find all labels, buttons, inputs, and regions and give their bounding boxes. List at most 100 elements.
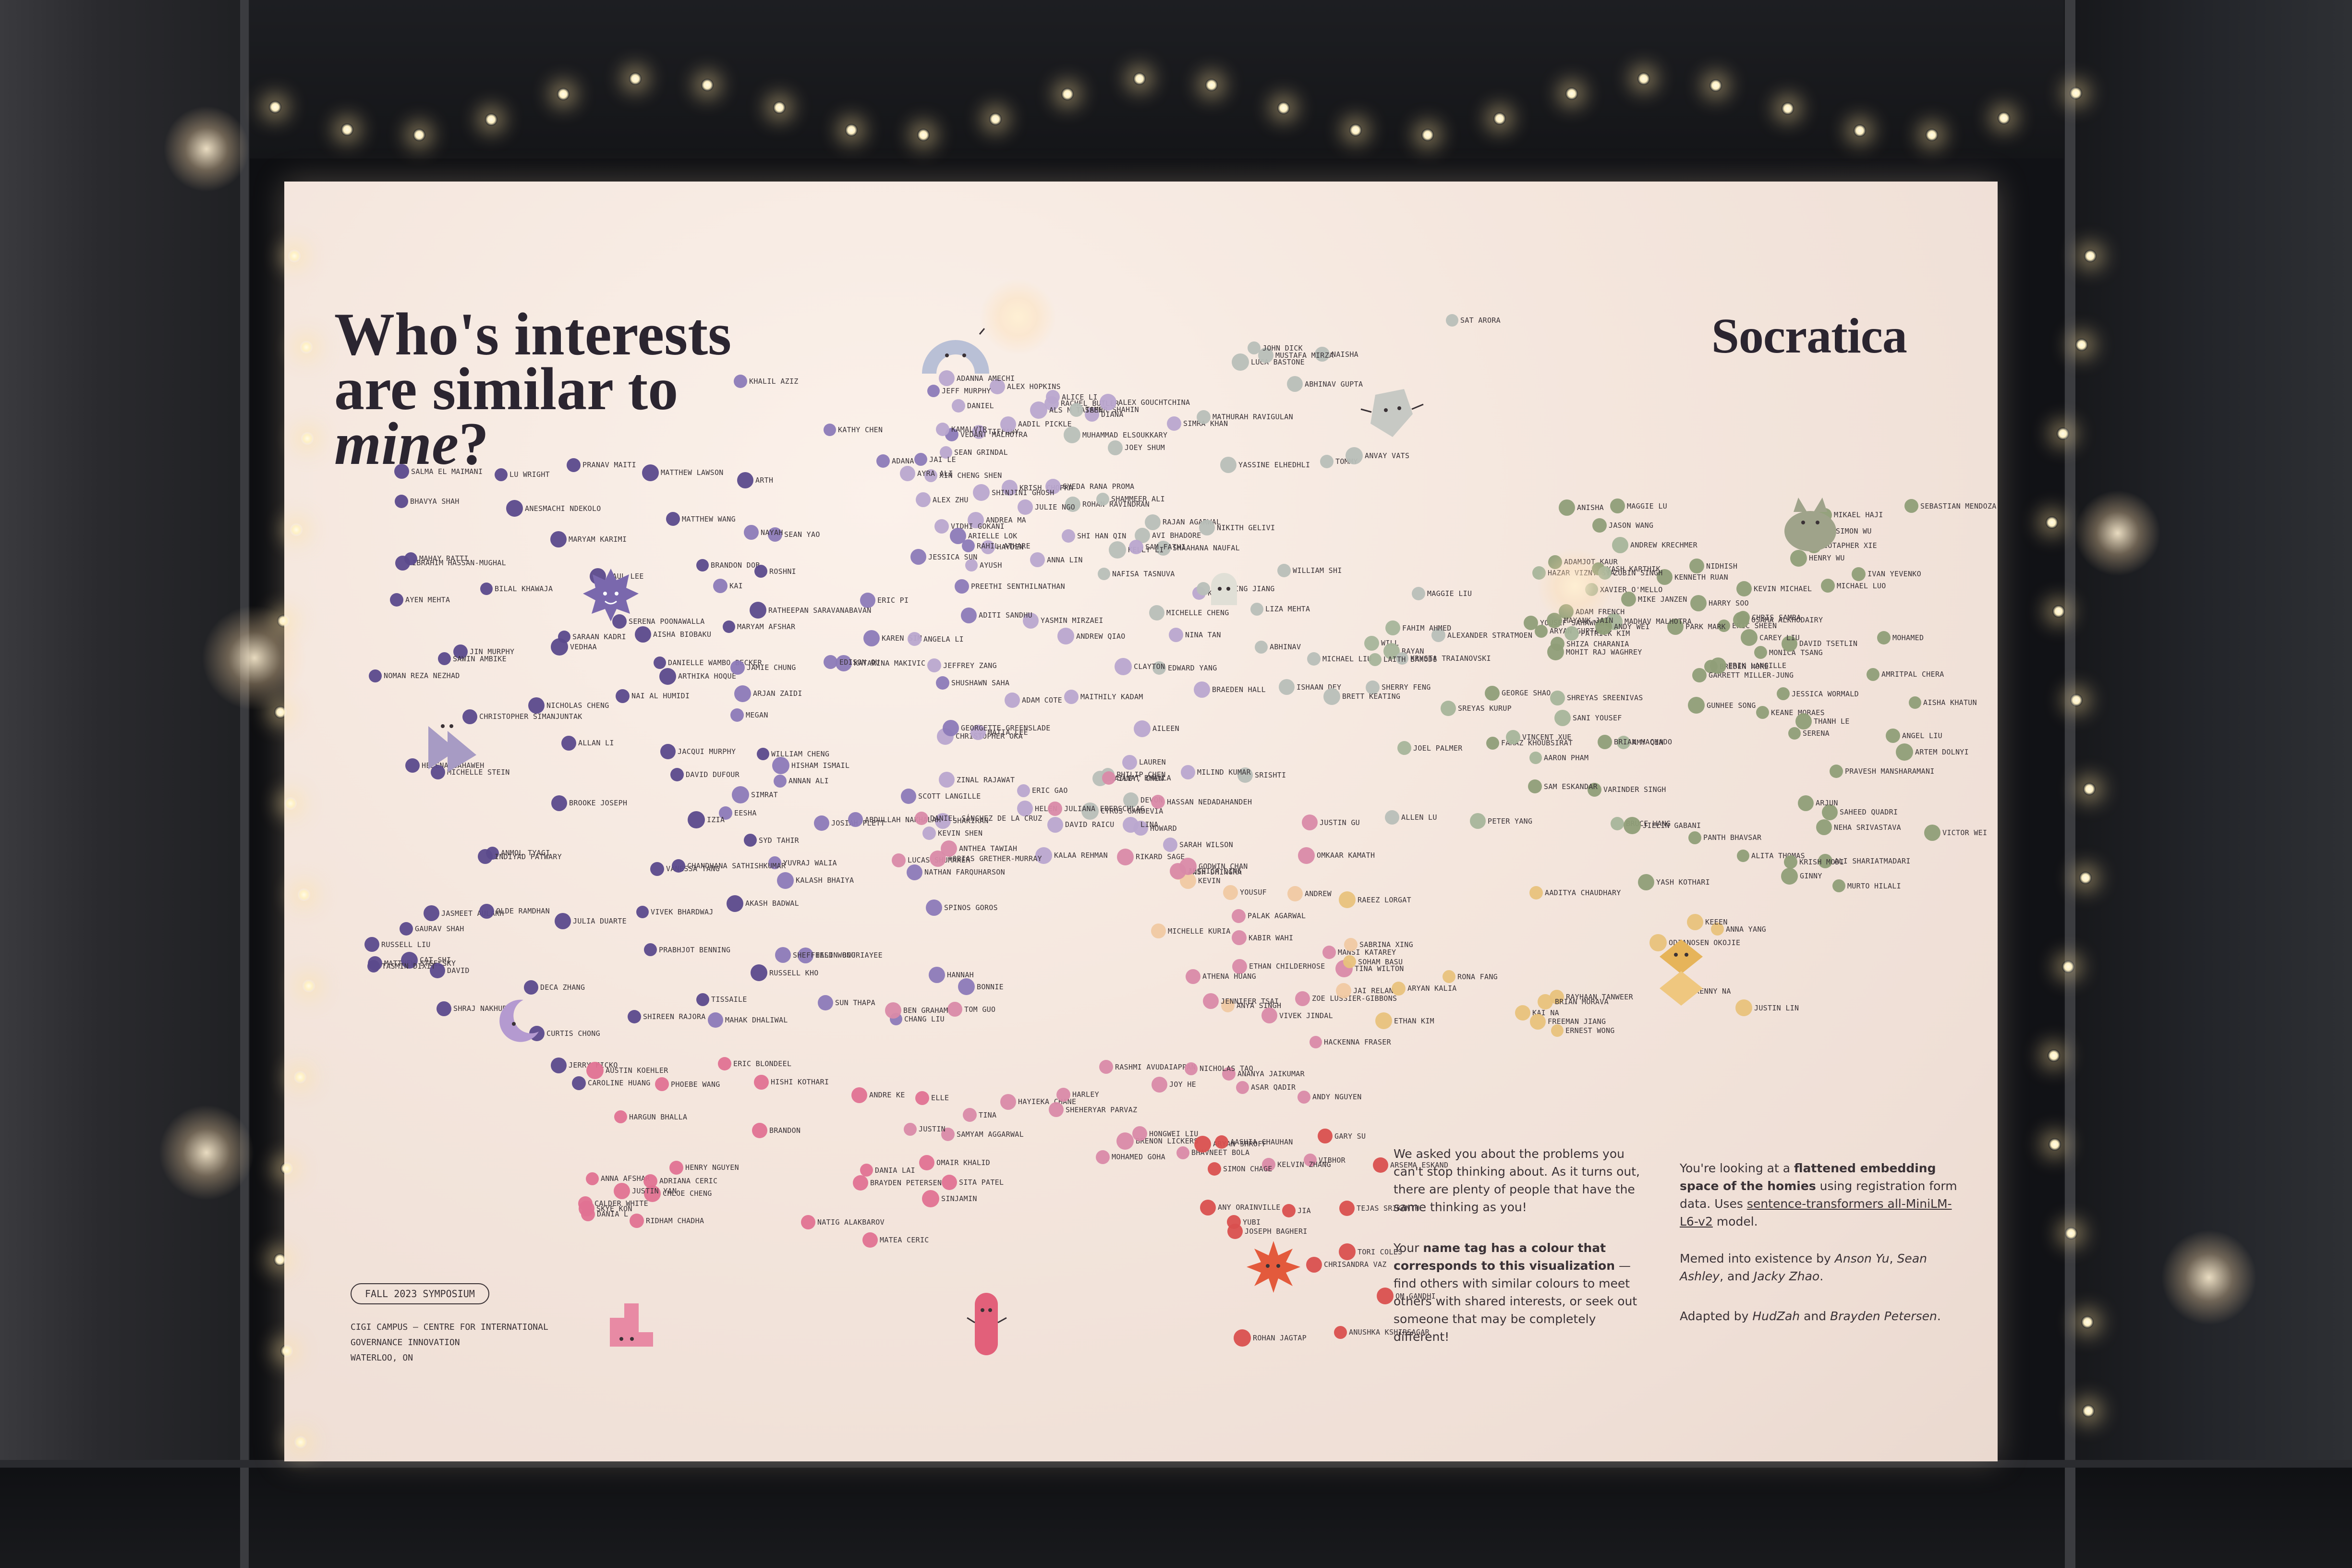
person-name-label: MAGGIE LU [1627, 502, 1667, 511]
person-dot [1564, 626, 1579, 641]
person-name-label: MICHELLE CHENG [1166, 608, 1229, 617]
fairy-light-bulb [413, 129, 425, 141]
model-link[interactable]: sentence-transformers all-MiniLM-L6-v2 [1680, 1197, 1952, 1228]
person-name-label: ANMOL TYAGI [501, 849, 550, 857]
person-dot [1129, 540, 1143, 554]
person-name-label: MATEA CERIC [880, 1236, 929, 1244]
person-dot [936, 676, 949, 690]
fairy-light-bulb [2052, 605, 2065, 618]
person-name-label: TASMIN DIXIT [382, 962, 436, 971]
person-dot [1736, 581, 1752, 596]
fairy-light-bulb [1637, 73, 1650, 85]
person-name-label: ATHENA HUANG [1202, 972, 1256, 981]
person-dot [1364, 636, 1379, 651]
fairy-light-bulb [1709, 79, 1722, 92]
person-name-label: JIA [1297, 1206, 1311, 1215]
person-name-label: NICHOLAS TAO [1200, 1064, 1253, 1073]
person-dot [650, 862, 664, 876]
person-dot [836, 655, 852, 671]
person-dot [908, 632, 921, 646]
person-name-label: JOY HE [1169, 1080, 1196, 1089]
fairy-light-bulb [2070, 694, 2083, 706]
person-name-label: YOUSUF [1240, 888, 1267, 897]
person-name-label: SERENA POONAWALLA [629, 617, 705, 626]
fairy-light-bulb [2079, 872, 2092, 884]
person-name-label: CHRISTOPHER SIMANJUNTAK [479, 712, 582, 721]
person-dot [1297, 1091, 1310, 1104]
person-name-label: CHRIS SAMRA [1752, 613, 1801, 622]
fairy-light-bulb [294, 1071, 306, 1083]
person-dot [1595, 618, 1612, 635]
person-name-label: IBRAHIM HASSAN-MUGHAL [412, 559, 506, 567]
person-name-label: DAVID RAICU [1065, 820, 1115, 829]
person-name-label: MARYAM AFSHAR [737, 622, 796, 631]
person-name-label: HASIN BOURIAYEE [815, 951, 883, 960]
person-dot [1485, 686, 1500, 701]
person-dot [1223, 885, 1238, 900]
moon-mascot [499, 999, 539, 1042]
person-name-label: KALAA REHMAN [1054, 851, 1108, 860]
person-name-label: SHEFFIELD WONG [793, 951, 856, 960]
person-dot [405, 758, 420, 773]
person-dot [1529, 752, 1542, 764]
person-dot [1248, 341, 1261, 354]
fairy-light-bulb [269, 101, 281, 113]
person-name-label: PALAK AGARWAL [1248, 912, 1306, 920]
person-dot [1194, 681, 1210, 698]
fairy-light-bulb [1565, 87, 1578, 100]
person-name-label: SERENA [1803, 729, 1830, 738]
person-name-label: OLDE RAMDHAN [496, 907, 550, 915]
person-dot [1867, 668, 1879, 681]
person-dot [1057, 628, 1074, 644]
person-dot [1062, 529, 1075, 543]
person-dot [1096, 493, 1109, 506]
credits-end: . [1819, 1269, 1824, 1283]
person-dot [1688, 831, 1701, 844]
person-dot [922, 1190, 939, 1207]
person-name-label: LIZA MEHTA [1265, 605, 1310, 613]
person-name-label: SAWIN AMBIKE [453, 655, 507, 663]
person-dot [1506, 730, 1520, 744]
person-name-label: ARTH [755, 476, 774, 485]
person-dot [730, 708, 744, 722]
person-name-label: HISHAM ISMAIL [791, 761, 850, 770]
person-name-label: KRISH MODI [1799, 858, 1844, 866]
person-name-label: LAITH BAHODI [1383, 655, 1437, 664]
person-dot [1346, 447, 1363, 464]
person-dot [824, 424, 836, 436]
person-dot [907, 864, 922, 880]
person-name-label: CHANDHANA SATHISHKUMAR [687, 862, 786, 870]
window-transom [0, 1460, 2352, 1468]
person-dot [1000, 1094, 1016, 1110]
fairy-light-bulb [2082, 1405, 2095, 1417]
person-dot [1115, 658, 1132, 675]
person-name-label: KATARINA MAKIVIC [854, 659, 926, 668]
person-dot [1056, 1088, 1070, 1102]
person-name-label: ALEXANDER STRATMOEN [1447, 631, 1533, 640]
person-dot [1318, 1129, 1333, 1143]
person-name-label: TEJAS SRIKANTH [1357, 1204, 1419, 1213]
person-name-label: AADITYA CHAUDHARY [1545, 888, 1621, 897]
person-name-label: SHEHERYAR PARVAZ [1066, 1106, 1138, 1114]
person-dot [655, 1077, 669, 1091]
fairy-light-bulb [2083, 783, 2096, 795]
person-name-label: RAYAN [1402, 647, 1424, 656]
person-name-label: DECA ZHANG [540, 983, 585, 992]
person-dot [1667, 619, 1684, 635]
person-dot [1255, 641, 1268, 654]
person-dot [1798, 795, 1814, 811]
person-name-label: ALEX GOUCHTCHINA [1118, 398, 1190, 407]
person-dot [860, 1164, 873, 1177]
person-name-label: DANIEL [967, 401, 994, 410]
person-dot [1108, 440, 1123, 455]
person-name-label: YASH KOTHARI [1656, 878, 1710, 887]
person-name-label: AYRA ALI [917, 469, 953, 478]
person-name-label: DAVID TSETLIN [1799, 639, 1858, 648]
person-name-label: KENNETH RUAN [1674, 573, 1728, 582]
person-name-label: MOHIT RAJ WAGHREY [1566, 648, 1642, 656]
person-name-label: MATTHEW WANG [682, 515, 736, 523]
person-dot [1222, 1067, 1236, 1081]
person-dot [1385, 620, 1400, 635]
person-name-label: VIVEK JINDAL [1279, 1011, 1333, 1020]
person-dot [1904, 499, 1918, 513]
